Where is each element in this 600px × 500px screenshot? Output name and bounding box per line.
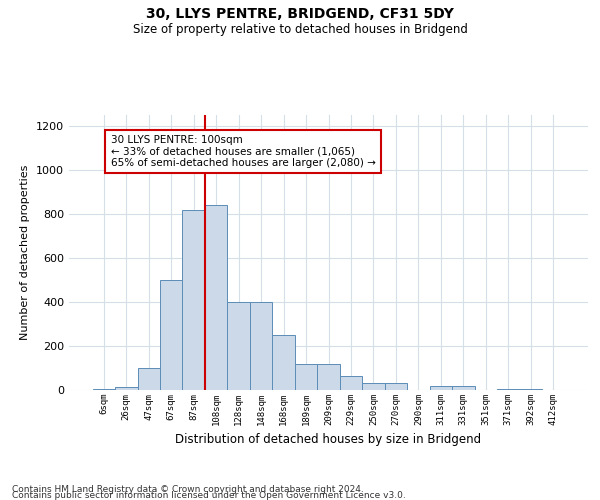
X-axis label: Distribution of detached houses by size in Bridgend: Distribution of detached houses by size … [175,434,482,446]
Bar [430,386,452,390]
Bar [452,386,475,390]
Bar [362,384,385,390]
Bar [205,205,227,390]
Bar [520,389,542,390]
Bar [160,280,182,390]
Text: Contains public sector information licensed under the Open Government Licence v3: Contains public sector information licen… [12,491,406,500]
Bar [227,302,250,390]
Y-axis label: Number of detached properties: Number of detached properties [20,165,31,340]
Bar [250,302,272,390]
Text: 30 LLYS PENTRE: 100sqm
← 33% of detached houses are smaller (1,065)
65% of semi-: 30 LLYS PENTRE: 100sqm ← 33% of detached… [110,135,376,168]
Bar [137,368,160,390]
Text: 30, LLYS PENTRE, BRIDGEND, CF31 5DY: 30, LLYS PENTRE, BRIDGEND, CF31 5DY [146,8,454,22]
Bar [182,210,205,390]
Bar [272,335,295,390]
Bar [497,389,520,390]
Bar [92,389,115,390]
Bar [295,364,317,390]
Bar [340,376,362,390]
Bar [115,386,137,390]
Bar [317,364,340,390]
Text: Size of property relative to detached houses in Bridgend: Size of property relative to detached ho… [133,22,467,36]
Bar [385,384,407,390]
Text: Contains HM Land Registry data © Crown copyright and database right 2024.: Contains HM Land Registry data © Crown c… [12,485,364,494]
